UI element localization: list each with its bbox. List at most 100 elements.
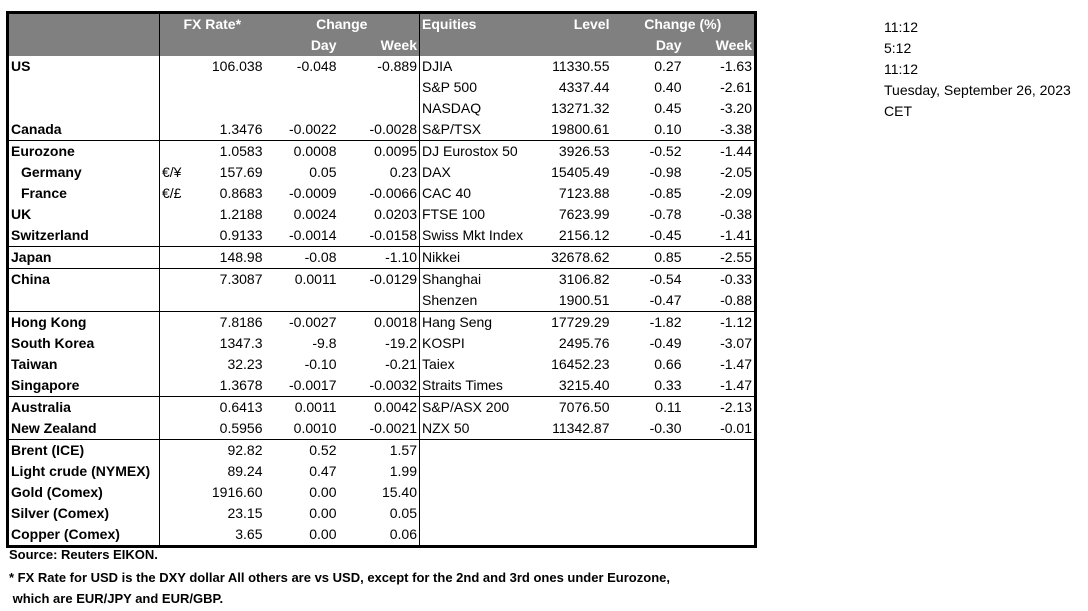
equity-level: 19800.61: [541, 119, 612, 141]
equity-level: 3926.53: [558, 143, 610, 159]
equity-name: S&P/ASX 200: [422, 399, 510, 415]
fx-week-change: -0.0129: [338, 268, 420, 290]
equity-week-change: -2.55: [683, 246, 756, 269]
equity-name: [420, 482, 542, 503]
currency-pair: [160, 482, 184, 503]
equity-week-change: -2.61: [720, 79, 752, 95]
currency-pair: [160, 333, 184, 354]
equity-week-change: [684, 503, 756, 524]
fx-day-change: -9.8: [312, 335, 337, 351]
header-fx-week: Week: [338, 35, 420, 56]
currency-pair: [160, 269, 184, 291]
fx-day-change: 0.0024: [293, 206, 337, 222]
currency-pair: [159, 418, 184, 440]
equity-day-change: -0.78: [649, 206, 682, 222]
row-label: Silver (Comex): [7, 503, 160, 524]
fx-day-change: [265, 77, 339, 98]
equity-day-change: [612, 524, 684, 547]
equity-level: 4337.44: [558, 79, 610, 95]
equity-level: 32678.62: [541, 246, 612, 269]
table-row: Hong Kong 7.8186 -0.0027 0.0018 Hang Seng 177…: [7, 311, 756, 333]
fx-week-change: 0.0203: [338, 204, 420, 225]
table-row: NASDAQ 13271.32 0.45 -3.20: [7, 98, 756, 119]
equity-day-change: 0.40: [654, 79, 682, 95]
fx-day-change: -0.08: [264, 246, 339, 269]
source-note: Source: Reuters EIKON.: [9, 547, 158, 562]
currency-pair: [159, 119, 184, 141]
fx-week-change: -0.0028: [338, 119, 420, 141]
row-label: Germany: [7, 162, 160, 183]
fx-week-change: 0.0095: [338, 140, 420, 162]
fx-week-change: -19.2: [338, 333, 420, 354]
fx-day-change: -0.0017: [264, 375, 339, 397]
currency-pair: [160, 354, 184, 375]
row-label: Gold (Comex): [7, 482, 160, 503]
fx-rate: 23.15: [227, 505, 263, 521]
table-row: Brent (ICE) 92.82 0.52 1.57: [7, 439, 756, 462]
equity-level: [542, 440, 612, 462]
fx-week-change: 1.57: [338, 439, 420, 461]
fx-week-change: 0.05: [338, 503, 420, 524]
fx-week-change: 1.99: [338, 461, 420, 482]
equity-name: [420, 503, 542, 524]
equity-day-change: [612, 503, 684, 524]
currency-pair: [160, 77, 184, 98]
fx-week-change: 0.0042: [338, 396, 420, 418]
equity-week-change: -0.38: [720, 206, 752, 222]
fx-rate: 1.3476: [183, 119, 265, 141]
equity-day-change: -0.49: [649, 335, 682, 351]
table-row: Gold (Comex) 1916.60 0.00 15.40: [7, 482, 756, 503]
equity-name: KOSPI: [422, 335, 465, 351]
fx-week-change: [338, 290, 420, 312]
footnote-line-1: * FX Rate for USD is the DXY dollar All …: [9, 570, 670, 585]
row-label: Light crude (NYMEX): [7, 461, 160, 482]
fx-week-change: -1.10: [338, 246, 420, 269]
equity-day-change: 0.85: [611, 246, 684, 269]
equity-day-change: 0.66: [654, 356, 682, 372]
currency-pair: [160, 397, 184, 419]
header-blank: [7, 35, 160, 56]
fx-rate: 0.8683: [219, 185, 263, 201]
fx-rate: 0.9133: [183, 225, 265, 247]
fx-week-change: 0.06: [338, 524, 420, 547]
table-row: Silver (Comex) 23.15 0.00 0.05: [7, 503, 756, 524]
equity-level: [542, 524, 612, 547]
table-row: US 106.038 -0.048 -0.889 DJIA 11330.55 0.27 -1.…: [7, 56, 756, 77]
currency-pair: €/¥: [162, 164, 182, 180]
currency-pair: [160, 440, 184, 462]
equity-level: [542, 461, 612, 482]
header-change-pct: Change (%): [611, 12, 756, 35]
fx-day-change: 0.0010: [264, 418, 339, 440]
table-row: Australia 0.6413 0.0011 0.0042 S&P/ASX 200 70…: [7, 396, 756, 419]
equity-day-change: -0.98: [649, 164, 682, 180]
table-row: Japan 148.98 -0.08 -1.10 Nikkei 32678.62 0.85-…: [7, 246, 756, 269]
table-row: China 7.3087 0.0011 -0.0129 Shanghai 3106.82 -…: [7, 268, 756, 291]
equity-name: Taiex: [422, 356, 455, 372]
fx-rate: 89.24: [227, 463, 263, 479]
fx-week-change: -0.0066: [338, 183, 420, 204]
equity-day-change: 0.11: [655, 399, 682, 415]
equity-name: [420, 524, 542, 547]
equity-day-change: [612, 440, 684, 462]
equity-level: 3106.82: [558, 271, 610, 287]
equity-level: 2156.12: [541, 225, 612, 247]
currency-pair: [160, 503, 184, 524]
currency-pair: [160, 56, 184, 77]
equity-day-change: 0.33: [611, 375, 684, 397]
header-eq-day: Day: [611, 35, 684, 56]
header-blank: [7, 12, 160, 35]
currency-pair: [160, 524, 184, 547]
row-label: Australia: [7, 396, 160, 418]
fx-day-change: 0.52: [309, 442, 337, 458]
equity-level: 13271.32: [551, 100, 610, 116]
row-label: New Zealand: [7, 418, 160, 440]
table-row: Germany €/¥ 157.69 0.05 0.23 DAX 15405.49 -0.98…: [7, 162, 756, 183]
equity-day-change: -0.45: [611, 225, 684, 247]
header-eq-week: Week: [683, 35, 756, 56]
fx-rate: [183, 290, 265, 312]
currency-pair: [160, 461, 184, 482]
row-label: Brent (ICE): [7, 439, 160, 461]
fx-day-change: 0.05: [309, 164, 337, 180]
table-row: Singapore 1.3678 -0.0017 -0.0032 Straits Tim…: [7, 375, 756, 397]
fx-day-change: 0.00: [309, 505, 337, 521]
